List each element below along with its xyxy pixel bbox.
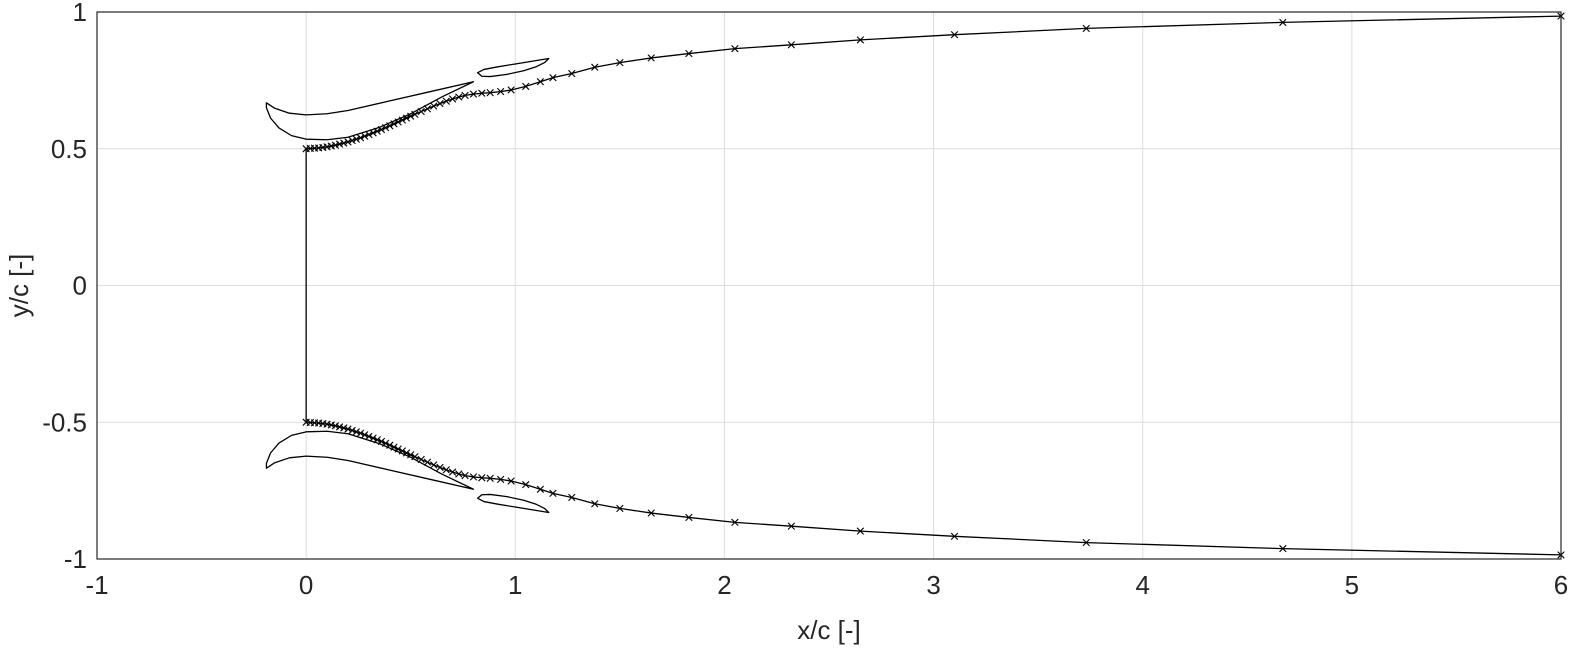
x-marker bbox=[348, 136, 356, 145]
x-marker bbox=[361, 132, 369, 140]
x-marker bbox=[1082, 24, 1090, 33]
flap-outline-lower bbox=[476, 493, 550, 514]
x-marker bbox=[1082, 538, 1090, 547]
x-marker bbox=[352, 135, 361, 143]
x-marker bbox=[430, 102, 438, 110]
x-marker bbox=[507, 477, 515, 485]
x-marker bbox=[591, 63, 599, 71]
x-tick-label: 6 bbox=[1554, 570, 1568, 600]
x-marker bbox=[448, 468, 457, 476]
x-marker bbox=[461, 471, 469, 480]
y-tick-label: 0.5 bbox=[51, 134, 87, 164]
x-tick-label: 4 bbox=[1135, 570, 1149, 600]
x-marker bbox=[442, 97, 450, 105]
y-tick-label: 1 bbox=[73, 0, 87, 27]
x-marker bbox=[486, 88, 494, 97]
x-marker bbox=[647, 54, 655, 62]
x-marker bbox=[616, 504, 624, 513]
x-marker bbox=[340, 424, 348, 432]
x-marker bbox=[496, 87, 505, 96]
x-marker bbox=[731, 44, 739, 53]
x-marker bbox=[448, 95, 457, 103]
x-marker bbox=[335, 140, 344, 148]
x-marker bbox=[522, 82, 530, 91]
x-tick-label: 5 bbox=[1345, 570, 1359, 600]
x-tick-label: 0 bbox=[299, 570, 313, 600]
x-marker bbox=[340, 139, 348, 147]
x-marker bbox=[568, 493, 576, 502]
x-marker bbox=[856, 36, 865, 44]
x-marker bbox=[442, 466, 450, 474]
x-marker bbox=[365, 130, 373, 139]
x-tick-label: 2 bbox=[717, 570, 731, 600]
x-marker bbox=[344, 425, 352, 433]
x-marker bbox=[549, 73, 557, 82]
x-marker bbox=[331, 141, 340, 149]
x-marker bbox=[348, 426, 356, 435]
x-marker bbox=[478, 474, 486, 482]
x-marker bbox=[568, 69, 576, 78]
x-marker bbox=[436, 463, 444, 472]
x-marker bbox=[787, 41, 796, 49]
x-marker bbox=[361, 431, 369, 439]
x-marker bbox=[469, 473, 478, 481]
x-tick-label: -1 bbox=[85, 570, 108, 600]
x-marker bbox=[591, 500, 599, 508]
x-marker bbox=[536, 485, 545, 493]
airfoil-outline-lower bbox=[265, 430, 475, 490]
x-marker bbox=[616, 58, 624, 67]
x-marker bbox=[335, 423, 344, 431]
x-marker bbox=[856, 527, 865, 535]
x-marker bbox=[344, 138, 352, 146]
x-marker bbox=[455, 93, 463, 101]
x-axis-label: x/c [-] bbox=[797, 615, 861, 645]
x-tick-label: 1 bbox=[508, 570, 522, 600]
x-marker bbox=[685, 49, 693, 58]
x-marker bbox=[356, 134, 365, 142]
grid-lines bbox=[96, 11, 1562, 560]
x-marker bbox=[469, 90, 478, 98]
x-marker bbox=[1279, 544, 1287, 553]
x-marker bbox=[787, 522, 796, 530]
y-axis-label: y/c [-] bbox=[4, 254, 34, 318]
x-marker bbox=[436, 99, 444, 108]
x-marker bbox=[647, 509, 655, 517]
x-marker bbox=[549, 489, 557, 498]
axes-box bbox=[96, 11, 1562, 560]
y-tick-label: -0.5 bbox=[42, 407, 87, 437]
x-marker bbox=[1279, 18, 1287, 27]
tick-labels: -1 0 1 2 3 4 5 6 -1 -0.5 0 0.5 1 bbox=[42, 0, 1568, 600]
x-marker bbox=[430, 461, 438, 469]
airfoil-outline-upper bbox=[265, 81, 475, 141]
chart-series bbox=[265, 12, 1565, 559]
x-marker bbox=[950, 31, 959, 39]
x-tick-label: 3 bbox=[926, 570, 940, 600]
y-tick-label: 0 bbox=[73, 271, 87, 301]
x-marker bbox=[461, 91, 469, 100]
y-tick-label: -1 bbox=[64, 544, 87, 574]
x-marker bbox=[685, 513, 693, 522]
x-marker bbox=[536, 78, 545, 86]
x-marker bbox=[331, 422, 340, 430]
x-marker bbox=[356, 429, 365, 437]
x-marker bbox=[507, 86, 515, 94]
x-marker bbox=[478, 89, 486, 97]
x-marker bbox=[522, 480, 530, 489]
flap-outline-upper bbox=[476, 57, 550, 78]
x-marker bbox=[365, 432, 373, 441]
x-marker bbox=[455, 470, 463, 478]
x-marker bbox=[486, 474, 494, 483]
x-marker bbox=[496, 475, 505, 484]
x-marker bbox=[352, 428, 361, 436]
x-marker bbox=[950, 532, 959, 540]
x-marker bbox=[731, 518, 739, 527]
